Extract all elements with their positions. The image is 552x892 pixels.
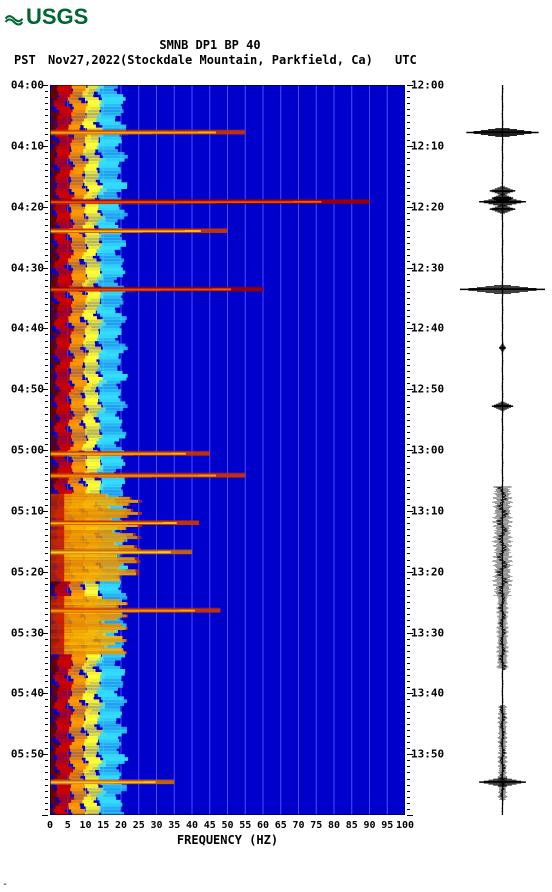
y-tick-left: 04:10 [11, 139, 44, 152]
x-tick: 85 [346, 820, 358, 831]
y-tick-right: 12:20 [411, 200, 444, 213]
spectrogram-heatmap [50, 85, 405, 815]
y-tick-right: 12:50 [411, 383, 444, 396]
corner-mark: - [2, 879, 8, 890]
x-tick: 95 [381, 820, 393, 831]
x-tick: 100 [396, 820, 414, 831]
y-tick-left: 04:40 [11, 322, 44, 335]
y-tick-right: 13:00 [411, 444, 444, 457]
y-tick-left: 05:40 [11, 687, 44, 700]
waveform-plot [460, 85, 545, 815]
x-tick: 75 [310, 820, 322, 831]
x-tick: 20 [115, 820, 127, 831]
y-tick-right: 13:20 [411, 565, 444, 578]
y-tick-right: 12:30 [411, 261, 444, 274]
x-tick: 10 [79, 820, 91, 831]
x-tick: 70 [292, 820, 304, 831]
x-tick: 55 [239, 820, 251, 831]
y-tick-right: 13:40 [411, 687, 444, 700]
x-axis-label: FREQUENCY (HZ) [50, 833, 405, 847]
x-tick: 25 [133, 820, 145, 831]
y-axis-right: 12:0012:1012:2012:3012:4012:5013:0013:10… [407, 85, 457, 815]
logo-text: USGS [26, 4, 88, 30]
spectrogram-plot [50, 85, 405, 815]
y-axis-left: 04:0004:1004:2004:3004:4004:5005:0005:10… [0, 85, 48, 815]
x-tick: 35 [168, 820, 180, 831]
y-tick-left: 05:10 [11, 504, 44, 517]
x-tick: 80 [328, 820, 340, 831]
x-tick: 15 [97, 820, 109, 831]
usgs-logo: USGS [4, 4, 88, 30]
waveform-trace [460, 85, 545, 815]
chart-title: SMNB DP1 BP 40 [0, 38, 420, 52]
y-tick-left: 04:30 [11, 261, 44, 274]
date-label: Nov27,2022 [48, 53, 120, 67]
location-label: (Stockdale Mountain, Parkfield, Ca) [120, 53, 373, 67]
x-tick: 30 [150, 820, 162, 831]
y-tick-left: 04:00 [11, 79, 44, 92]
y-tick-right: 13:50 [411, 748, 444, 761]
y-tick-left: 05:30 [11, 626, 44, 639]
right-tz-label: UTC [395, 53, 417, 67]
y-tick-left: 05:20 [11, 565, 44, 578]
x-tick: 90 [363, 820, 375, 831]
left-tz-label: PST [14, 53, 36, 67]
x-tick: 50 [221, 820, 233, 831]
x-tick: 40 [186, 820, 198, 831]
y-tick-right: 12:10 [411, 139, 444, 152]
y-tick-left: 04:50 [11, 383, 44, 396]
y-tick-right: 13:30 [411, 626, 444, 639]
y-tick-right: 12:00 [411, 79, 444, 92]
x-tick: 65 [275, 820, 287, 831]
y-tick-left: 05:50 [11, 748, 44, 761]
y-tick-right: 12:40 [411, 322, 444, 335]
x-tick: 5 [65, 820, 71, 831]
y-tick-right: 13:10 [411, 504, 444, 517]
wave-icon [4, 7, 24, 27]
x-tick: 60 [257, 820, 269, 831]
y-tick-left: 05:00 [11, 444, 44, 457]
x-tick: 45 [204, 820, 216, 831]
y-tick-left: 04:20 [11, 200, 44, 213]
x-tick: 0 [47, 820, 53, 831]
